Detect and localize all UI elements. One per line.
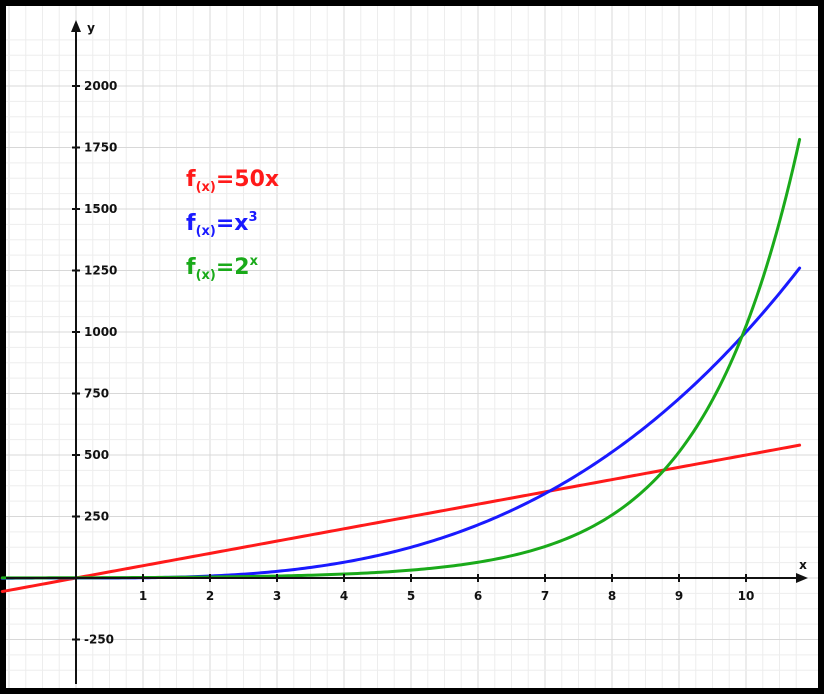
y-tick-label: 1750 <box>84 141 117 155</box>
x-tick-label: 6 <box>474 589 482 603</box>
x-tick-label: 1 <box>139 589 147 603</box>
x-axis-arrow <box>796 573 808 583</box>
legend-entry-2: f(x)=x3 <box>186 210 258 239</box>
legend-entry-1: f(x)=50x <box>186 167 279 195</box>
x-axis-label: x <box>799 558 807 572</box>
x-tick-label: 5 <box>407 589 415 603</box>
y-tick-label: 500 <box>84 448 109 462</box>
legend-entry-3: f(x)=2x <box>186 254 259 283</box>
x-tick-label: 8 <box>608 589 616 603</box>
x-tick-label: 9 <box>675 589 683 603</box>
y-tick-label: 1250 <box>84 264 117 278</box>
x-tick-label: 4 <box>340 589 348 603</box>
series-line-1 <box>0 443 802 594</box>
y-tick-label: 250 <box>84 510 109 524</box>
y-tick-label: 2000 <box>84 79 117 93</box>
y-tick-label: -250 <box>84 633 114 647</box>
y-axis-arrow <box>71 20 81 32</box>
y-tick-label: 1000 <box>84 325 117 339</box>
x-tick-label: 7 <box>541 589 549 603</box>
x-tick-label: 2 <box>206 589 214 603</box>
y-tick-label: 750 <box>84 387 109 401</box>
y-tick-label: 1500 <box>84 202 117 216</box>
axes: 1 2 3 4 5 6 7 8 9 10 2000 1750 1500 1250 1000 750 500 250… <box>6 20 808 684</box>
legend: f(x)=50x f(x)=x3 f(x)=2x <box>186 167 279 283</box>
y-axis-label: y <box>87 21 95 35</box>
x-tick-label: 3 <box>273 589 281 603</box>
x-tick-label: 10 <box>738 589 755 603</box>
